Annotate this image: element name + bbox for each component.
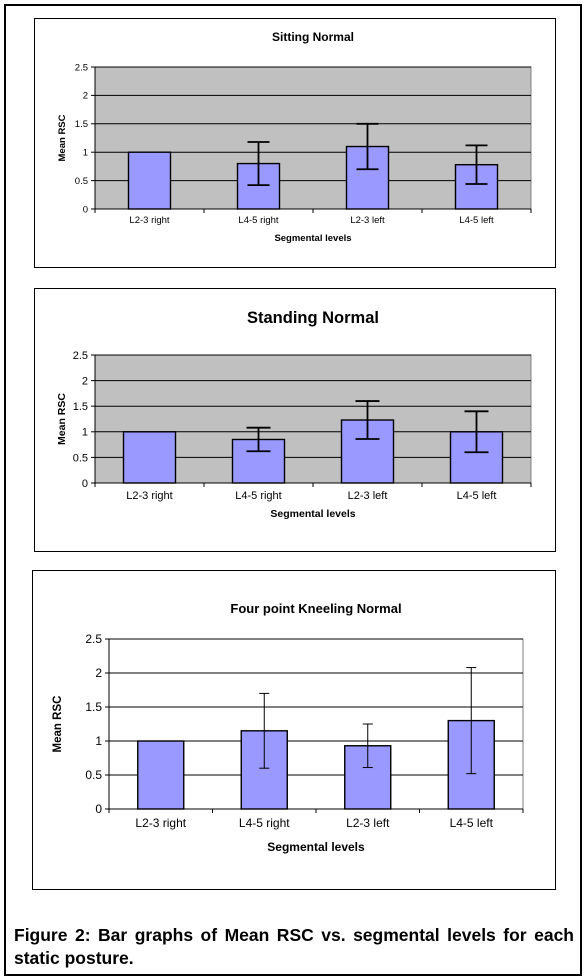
y-axis-label: Mean RSC xyxy=(56,393,68,445)
x-tick-label: L2-3 left xyxy=(350,215,385,226)
four-point-kneeling-normal-svg: 0 0.5 1 1.5 2 2.5 L2-3 right L4-5 right L2-3 lef… xyxy=(52,601,524,854)
x-tick-label: L2-3 left xyxy=(346,816,390,830)
y-tick-label: 2 xyxy=(82,375,88,387)
y-axis-label: Mean RSC xyxy=(57,114,68,161)
x-tick-label: L4-5 right xyxy=(235,490,281,502)
y-tick-label: 2.5 xyxy=(73,350,88,362)
y-tick-label: 1.5 xyxy=(85,700,102,714)
x-tick-label: L2-3 left xyxy=(348,490,388,502)
figure-caption: Figure 2: Bar graphs of Mean RSC vs. seg… xyxy=(14,925,574,968)
y-tick-label: 1.5 xyxy=(75,119,88,130)
standing-normal-svg: 0 0.5 1 1.5 2 2.5 L2-3 right L4-5 right L2-3 lef… xyxy=(56,309,532,520)
chart-title: Sitting Normal xyxy=(272,30,354,44)
x-tick-label: L4-5 left xyxy=(450,816,494,830)
x-tick-label: L4-5 right xyxy=(239,816,290,830)
x-axis-label: Segmental levels xyxy=(267,840,365,854)
chart-title: Four point Kneeling Normal xyxy=(230,601,401,616)
bar xyxy=(127,151,172,210)
x-axis-label: Segmental levels xyxy=(270,508,355,520)
y-tick-label: 0 xyxy=(95,802,102,816)
chart-four-point-kneeling-normal: 0 0.5 1 1.5 2 2.5 L2-3 right L4-5 right L2-3 lef… xyxy=(32,570,556,890)
y-tick-label: 2.5 xyxy=(85,632,102,646)
y-tick-label: 0.5 xyxy=(85,768,102,782)
bar xyxy=(137,740,185,810)
bar xyxy=(122,431,177,484)
sitting-normal-svg: 0 0.5 1 1.5 2 2.5 L2-3 right L4-5 right L2-3 lef… xyxy=(57,30,532,244)
y-tick-label: 1.5 xyxy=(73,401,88,413)
y-tick-label: 1 xyxy=(83,148,88,159)
y-tick-label: 1 xyxy=(95,734,102,748)
y-tick-label: 2.5 xyxy=(75,62,88,73)
chart-sitting-normal: 0 0.5 1 1.5 2 2.5 L2-3 right L4-5 right L2-3 lef… xyxy=(34,18,556,268)
x-axis-label: Segmental levels xyxy=(274,233,351,244)
x-tick-label: L2-3 right xyxy=(129,215,169,226)
y-tick-label: 2 xyxy=(83,91,88,102)
y-axis-label: Mean RSC xyxy=(52,696,64,753)
x-tick-label: L4-5 left xyxy=(457,490,497,502)
x-tick-label: L2-3 right xyxy=(126,490,172,502)
chart-title: Standing Normal xyxy=(247,309,379,327)
x-tick-label: L2-3 right xyxy=(135,816,186,830)
y-tick-label: 1 xyxy=(82,427,88,439)
x-tick-label: L4-5 left xyxy=(459,215,494,226)
y-tick-label: 0 xyxy=(82,478,88,490)
y-tick-label: 0.5 xyxy=(75,176,88,187)
x-tick-label: L4-5 right xyxy=(238,215,278,226)
y-tick-label: 0.5 xyxy=(73,452,88,464)
y-tick-label: 2 xyxy=(95,666,102,680)
y-tick-label: 0 xyxy=(83,204,88,215)
figure-frame: 0 0.5 1 1.5 2 2.5 L2-3 right L4-5 right L2-3 lef… xyxy=(4,4,582,976)
chart-standing-normal: 0 0.5 1 1.5 2 2.5 L2-3 right L4-5 right L2-3 lef… xyxy=(34,288,556,552)
